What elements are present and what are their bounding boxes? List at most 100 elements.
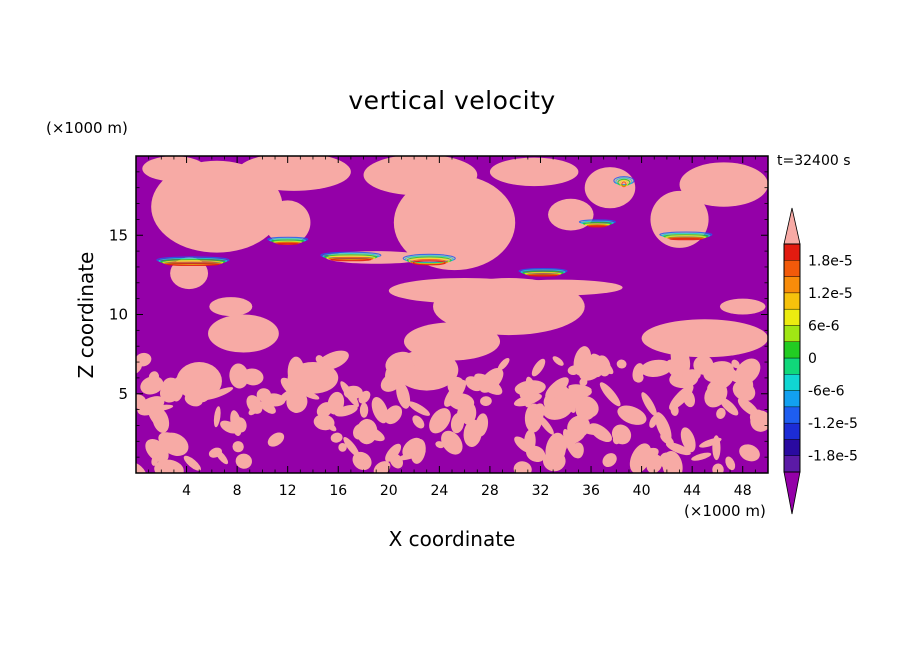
y-axis-unit: (×1000 m) [46, 119, 128, 137]
convective-cell [317, 350, 349, 371]
convective-cell [315, 355, 324, 364]
convective-cell [537, 415, 554, 435]
convective-cell [371, 396, 389, 424]
plot-area [136, 156, 768, 473]
updraft-region [584, 167, 636, 209]
convective-cell [140, 376, 164, 395]
convective-cell [389, 453, 404, 469]
colorbar-tick-label: 1.8e-5 [808, 253, 853, 269]
convective-cell [497, 357, 510, 371]
velocity-edge [166, 262, 220, 266]
convective-cell [327, 391, 345, 415]
x-tick-label: 48 [734, 483, 752, 499]
convective-cell [575, 395, 599, 418]
velocity-edge [330, 258, 372, 262]
convective-cell [162, 377, 180, 395]
convective-cell [531, 358, 546, 377]
colorbar-over-triangle [783, 207, 801, 245]
convective-cell [669, 384, 694, 411]
convective-cell [203, 387, 234, 400]
updraft-region [209, 297, 253, 317]
convective-cell [338, 442, 347, 452]
colorbar-tick-label: -1.2e-5 [808, 416, 858, 432]
convective-cell [359, 402, 369, 418]
convective-cell [385, 351, 414, 375]
convective-cell [611, 424, 632, 445]
convective-cell [716, 407, 726, 419]
convective-cell [545, 377, 569, 399]
convective-cell [480, 396, 492, 407]
convective-cell [465, 376, 483, 392]
convective-cell [479, 367, 504, 393]
convective-cell [580, 428, 611, 436]
convective-cell [433, 354, 446, 365]
y-tick-label: 5 [118, 385, 128, 403]
convective-cell [572, 442, 584, 459]
velocity-edge [667, 236, 705, 240]
convective-cell [735, 358, 761, 385]
colorbar-segment [783, 439, 801, 456]
x-axis-unit: (×1000 m) [684, 502, 766, 520]
colorbar-tick-label: 0 [808, 351, 817, 367]
convective-cell [602, 453, 617, 468]
convective-cell [655, 412, 672, 442]
updraft-region [237, 156, 351, 191]
convective-cell [325, 421, 337, 432]
convective-cell [646, 454, 663, 473]
updraft-region [548, 198, 594, 231]
velocity-edge [669, 237, 703, 241]
convective-cell [385, 443, 402, 462]
convective-cell [287, 356, 305, 388]
convective-cell [260, 400, 276, 414]
convective-cell [241, 368, 264, 386]
x-tick-label: 24 [430, 483, 448, 499]
colorbar-tick-label: -1.8e-5 [808, 449, 858, 465]
convective-cell [148, 371, 159, 382]
updraft-region [489, 157, 579, 187]
convective-cell [232, 441, 244, 453]
x-tick-label: 28 [481, 483, 499, 499]
updraft-region [208, 314, 279, 353]
convective-cell [682, 369, 701, 382]
convective-cell [213, 406, 221, 428]
convective-cell [396, 381, 411, 409]
convective-cell [429, 408, 451, 434]
convective-cell [459, 401, 477, 425]
convective-cell [641, 392, 657, 417]
convective-cell [630, 447, 659, 469]
convective-cell [725, 456, 736, 471]
x-tick-label: 36 [582, 483, 600, 499]
convective-cell [353, 423, 367, 440]
colorbar-segment [783, 260, 801, 277]
x-tick-label: 16 [329, 483, 347, 499]
colorbar-segment [783, 292, 801, 310]
convective-cell [151, 455, 159, 466]
updraft-region [363, 156, 478, 196]
convective-cell [542, 450, 566, 472]
convective-cell [343, 436, 360, 457]
updraft-region [679, 162, 768, 207]
convective-cell [662, 451, 683, 473]
colorbar-segment [783, 325, 801, 342]
convective-cell [215, 449, 229, 465]
convective-cell [380, 372, 404, 392]
colorbar-frame [783, 243, 801, 473]
convective-cell [524, 386, 535, 408]
colorbar-segment [783, 422, 801, 440]
convective-cell [524, 429, 536, 454]
colorbar-segment [783, 390, 801, 408]
colorbar-under-triangle [783, 471, 801, 515]
convective-cell [235, 453, 252, 469]
convective-cell [559, 443, 567, 452]
convective-cell [343, 385, 363, 400]
convective-cell [749, 409, 765, 425]
convective-cell [719, 397, 739, 416]
convective-cell [599, 382, 621, 407]
convective-cell [732, 380, 756, 402]
velocity-edge [528, 274, 558, 277]
convective-cell [739, 444, 760, 462]
x-tick-label: 40 [633, 483, 651, 499]
colorbar-segment [783, 276, 801, 294]
convective-cell [220, 420, 239, 434]
